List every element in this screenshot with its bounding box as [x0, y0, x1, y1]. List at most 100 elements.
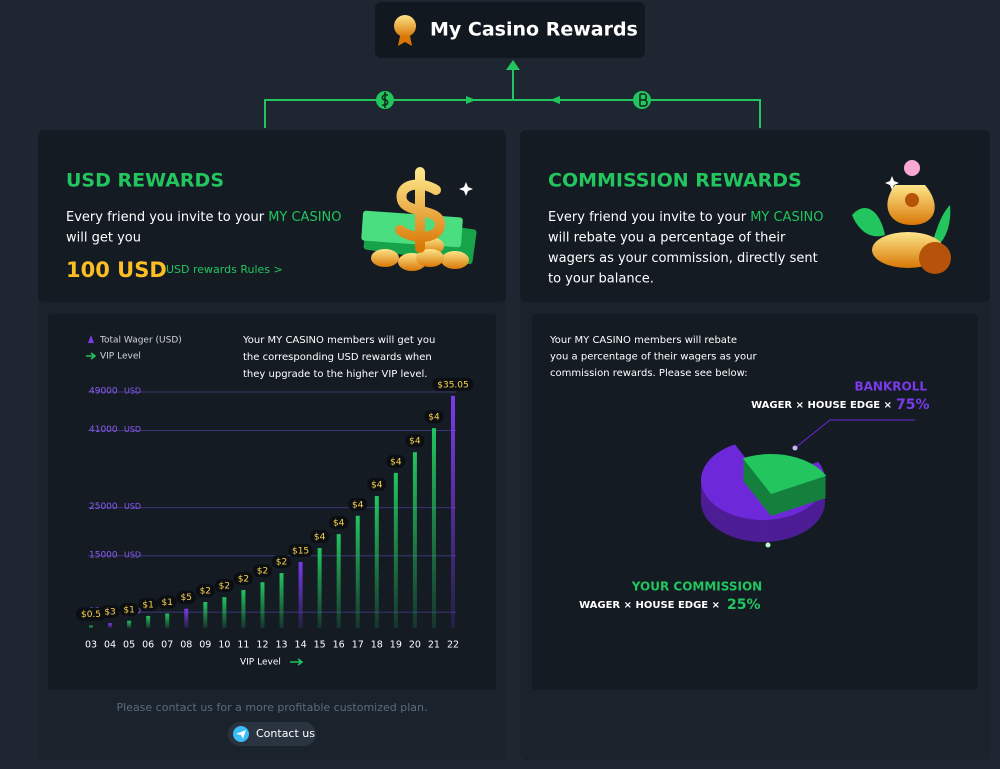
- bar-label-bg: [367, 478, 387, 492]
- bar-label-bg: [100, 605, 120, 619]
- bar-label-bg: [214, 579, 234, 593]
- y-tick-label: 41000: [89, 425, 118, 435]
- leader-line: [794, 419, 915, 449]
- commission-text-line: wagers as your commission, directly sent: [548, 251, 818, 266]
- bar-label: $4: [371, 481, 383, 491]
- pie-value-label: 75%: [896, 397, 930, 413]
- chart-note: you a percentage of their wagers as your: [550, 352, 757, 363]
- contact-button[interactable]: [228, 722, 316, 746]
- bar-label: $2: [200, 586, 211, 596]
- leader-dot: [765, 542, 771, 548]
- bar-label-bg: [157, 595, 177, 609]
- bar-label-bg: [310, 530, 330, 544]
- commission-title: COMMISSION REWARDS: [548, 170, 802, 192]
- x-axis-label: VIP Level: [240, 658, 281, 668]
- usd-text: will get you: [66, 231, 141, 246]
- bar-label: $1: [161, 598, 172, 608]
- bar: [222, 597, 227, 628]
- bitcoin-icon: [639, 93, 648, 107]
- contact-button-label[interactable]: Contact us: [256, 727, 315, 740]
- x-tick-label: 13: [275, 640, 287, 651]
- y-tick-unit: USD: [124, 425, 141, 434]
- usd-text: Every friend you invite to your MY CASIN…: [66, 210, 342, 225]
- bar-label-bg: [76, 607, 106, 621]
- bar-label-bg: [272, 555, 292, 569]
- bar-label-bg: [348, 497, 368, 511]
- bar-label: $4: [333, 519, 345, 529]
- x-tick-label: 16: [333, 640, 345, 651]
- x-tick-label: 20: [409, 640, 421, 651]
- leader-dot: [792, 445, 798, 451]
- bar: [393, 472, 398, 628]
- bar: [165, 613, 170, 628]
- bar-label-bg: [329, 516, 349, 530]
- x-tick-label: 09: [199, 640, 211, 651]
- y-tick-unit: USD: [124, 502, 141, 511]
- bar-label-bg: [405, 434, 425, 448]
- header-box: [375, 2, 645, 58]
- bar: [241, 589, 246, 628]
- chart-note: the corresponding USD rewards when: [243, 352, 432, 363]
- bar-label: $2: [276, 558, 287, 568]
- medal-icon: [394, 15, 416, 37]
- bar-label: $1: [142, 600, 153, 610]
- bar: [336, 534, 341, 628]
- bar-label: $1: [123, 605, 134, 615]
- pie-category: YOUR COMMISSION: [631, 580, 762, 594]
- bar: [127, 620, 132, 628]
- bar-label: $0.5: [81, 610, 101, 620]
- usd-title: USD REWARDS: [66, 170, 224, 192]
- bar-label: $4: [428, 413, 440, 423]
- x-tick-label: 03: [85, 640, 97, 651]
- legend-label: VIP Level: [100, 352, 141, 362]
- brand: MY CASINO: [750, 210, 823, 225]
- bar: [412, 452, 417, 628]
- x-tick-label: 19: [390, 640, 402, 651]
- x-tick-label: 18: [371, 640, 383, 651]
- bar-label: $4: [314, 533, 326, 543]
- bar-label-bg: [233, 571, 253, 585]
- x-tick-label: 14: [295, 640, 307, 651]
- brand: MY CASINO: [268, 210, 341, 225]
- bar-label-bg: [386, 454, 406, 468]
- x-tick-label: 12: [256, 640, 268, 651]
- legend-label: Total Wager (USD): [99, 336, 182, 346]
- bar: [298, 562, 303, 628]
- y-tick-label: 25000: [89, 502, 118, 512]
- bar-label: $15: [292, 547, 309, 557]
- y-tick-label: 49000: [89, 387, 118, 397]
- bar-label: $3: [104, 608, 115, 618]
- bar-label-bg: [138, 597, 158, 611]
- bar: [184, 608, 189, 628]
- x-tick-label: 06: [142, 640, 154, 651]
- bar-label: $4: [390, 457, 402, 467]
- bar-label: $4: [409, 437, 421, 447]
- x-tick-label: 07: [161, 640, 173, 651]
- bar: [260, 582, 265, 628]
- x-tick-label: 10: [218, 640, 230, 651]
- x-tick-label: 11: [237, 640, 249, 651]
- bar: [203, 601, 208, 628]
- commission-text: Every friend you invite to your MY CASIN…: [548, 210, 824, 225]
- bar-label: $5: [181, 593, 192, 603]
- bar-label: $2: [238, 574, 249, 584]
- moneybag-illustration: [852, 160, 951, 274]
- bar-label: $35.05: [437, 380, 469, 390]
- text: Every friend you invite to your: [66, 210, 268, 225]
- rules-link[interactable]: USD rewards Rules >: [166, 263, 283, 276]
- commission-text-line: will rebate you a percentage of their: [548, 231, 786, 246]
- contact-text: Please contact us for a more profitable …: [116, 701, 427, 714]
- bar-label-bg: [424, 410, 444, 424]
- bar-chart: Total Wager (USD) VIP Level Your MY CASINO…: [76, 335, 474, 668]
- x-tick-label: 21: [428, 640, 440, 651]
- bar-label-bg: [288, 544, 313, 558]
- pie-chart: Your MY CASINO members will rebate you a …: [549, 335, 930, 613]
- bar: [355, 515, 360, 628]
- x-tick-label: 08: [180, 640, 192, 651]
- y-tick-unit: USD: [124, 550, 141, 559]
- bar-chart-card: [48, 314, 496, 690]
- pie-value-label: 25%: [727, 597, 761, 613]
- chart-note: Your MY CASINO members will get you: [242, 335, 435, 346]
- pie-category: BANKROLL: [854, 380, 927, 394]
